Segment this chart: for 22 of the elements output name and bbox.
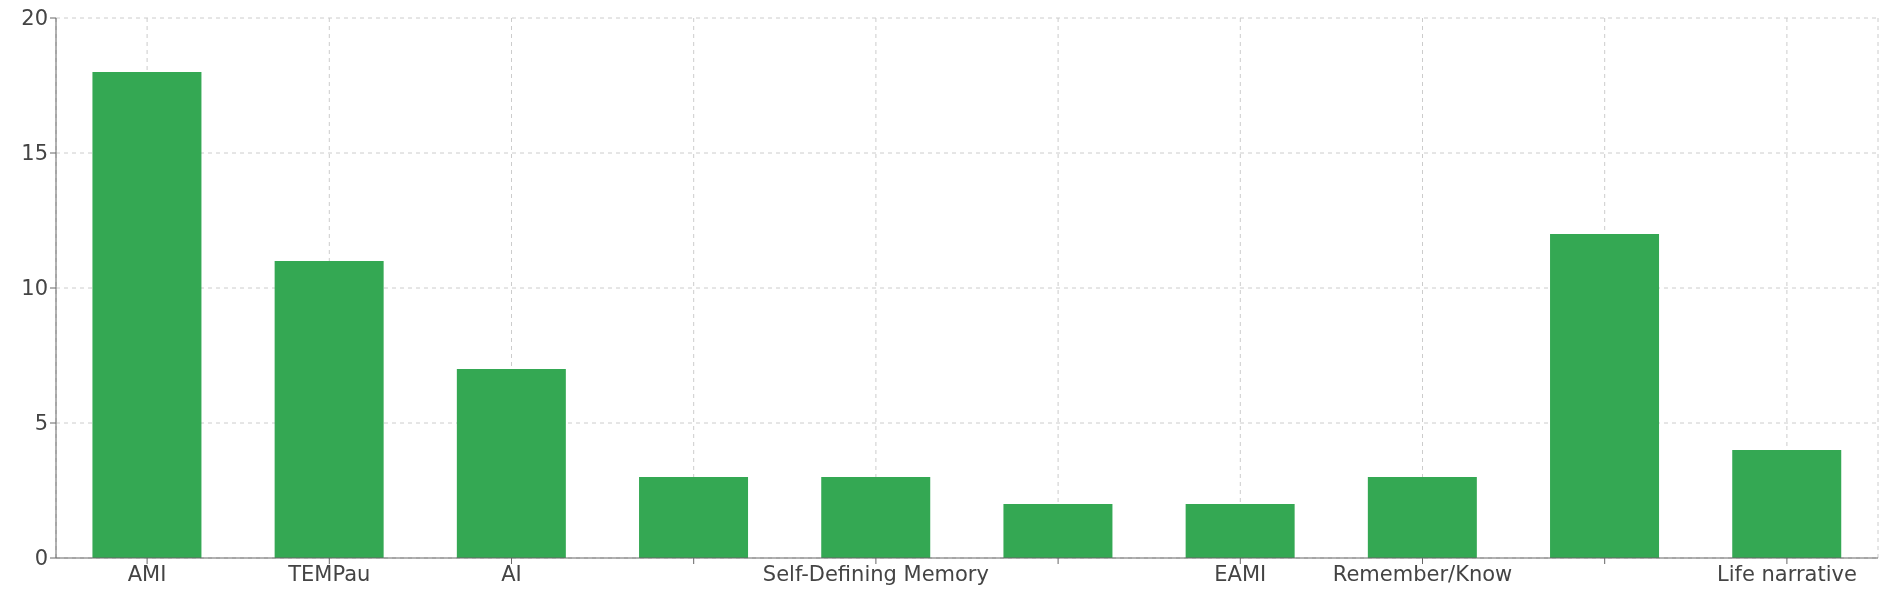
- x-tick-label: Self-Defining Memory: [762, 561, 989, 586]
- x-tick-label: EAMI: [1214, 561, 1267, 586]
- x-tick-label: TEMPau: [287, 561, 371, 586]
- x-tick-label: Remember/Know: [1332, 561, 1513, 586]
- bar: [1732, 450, 1842, 558]
- x-tick-label: AMI: [127, 561, 167, 586]
- bar: [1185, 504, 1295, 558]
- bar: [821, 477, 931, 558]
- bar: [639, 477, 749, 558]
- y-tick-label: 5: [34, 411, 48, 436]
- x-tick-label: AI: [501, 561, 522, 586]
- bar: [92, 72, 202, 558]
- x-tick-label: Life narrative: [1716, 561, 1857, 586]
- y-tick-label: 15: [21, 141, 48, 166]
- y-tick-label: 20: [21, 6, 48, 31]
- bar: [1003, 504, 1113, 558]
- bar: [456, 369, 566, 558]
- y-tick-label: 10: [21, 276, 48, 301]
- bar: [1550, 234, 1660, 558]
- bar: [274, 261, 384, 558]
- bar: [1367, 477, 1477, 558]
- y-tick-label: 0: [34, 546, 48, 571]
